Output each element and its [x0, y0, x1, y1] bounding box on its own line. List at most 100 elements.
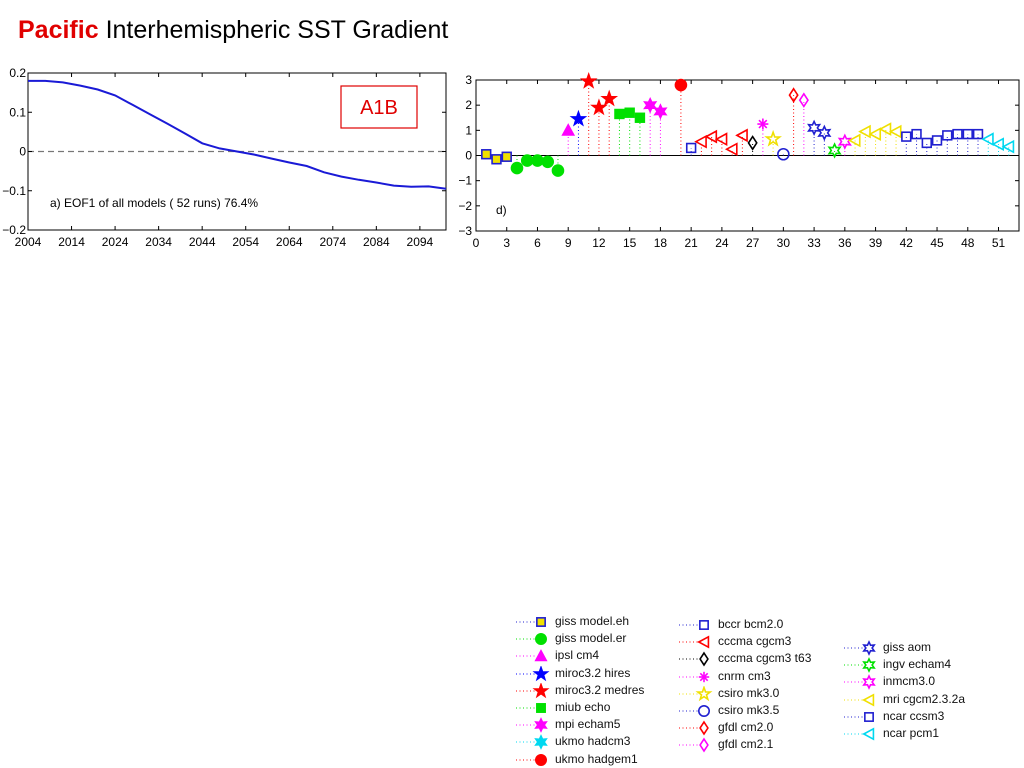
legend-label: cccma cgcm3 t63: [718, 651, 812, 666]
data-point: [868, 127, 882, 141]
data-point: [685, 142, 697, 154]
legend-marker: [536, 617, 546, 627]
panel-a-annotation: a) EOF1 of all models ( 52 runs) 76.4%: [50, 196, 258, 210]
y-tick-label: 0.2: [9, 66, 26, 80]
x-tick-label: 2024: [102, 235, 129, 249]
y-tick-label: 0: [19, 145, 26, 159]
y-tick-label: −3: [458, 224, 472, 238]
y-tick-label: 1: [465, 123, 472, 137]
x-tick-label: 2044: [189, 235, 216, 249]
data-point: [837, 133, 852, 150]
x-tick-label: 51: [992, 236, 1006, 250]
data-point: [491, 154, 502, 165]
x-tick-label: 9: [565, 236, 572, 250]
data-point: [590, 98, 608, 116]
legend-swatch: [679, 651, 709, 667]
data-point: [569, 109, 588, 127]
legend-label: ipsl cm4: [555, 648, 600, 663]
legend-label: miroc3.2 hires: [555, 665, 631, 680]
data-point: [878, 122, 892, 136]
legend-swatch: [844, 727, 875, 741]
data-point: [942, 130, 953, 141]
legend-marker: [699, 620, 709, 630]
data-point: [991, 137, 1004, 152]
legend-marker: [534, 649, 548, 662]
data-point: [962, 128, 973, 140]
data-point: [694, 134, 707, 149]
x-tick-label: 2034: [145, 235, 172, 249]
legend-label: ingv echam4: [883, 657, 952, 672]
scenario-box: [340, 85, 418, 129]
legend-label: gfdl cm2.0: [718, 720, 774, 735]
data-point: [714, 132, 728, 146]
legend-swatch: [516, 702, 546, 713]
model-scatter-chart: 0 3 6 9 12 15 18 21 24 27 30 33 36 39 42 45 48 51−3−2−101…: [340, 71, 1020, 250]
data-point: [921, 137, 932, 149]
legend-marker: [698, 671, 710, 682]
x-tick-label: 42: [900, 236, 914, 250]
x-tick-label: 21: [684, 236, 698, 250]
legend-label: csiro mk3.0: [718, 685, 780, 700]
x-tick-label: 18: [654, 236, 668, 250]
legend-marker: [699, 720, 709, 736]
legend-label: giss aom: [883, 640, 932, 654]
data-point: [624, 107, 635, 118]
y-tick-label: −2: [458, 199, 472, 213]
data-point: [579, 71, 598, 89]
legend-marker: [862, 640, 876, 656]
x-tick-label: 36: [838, 236, 852, 250]
legend-swatch: [516, 633, 547, 646]
legend-label: miub echo: [555, 699, 611, 714]
legend-label: cccma cgcm3: [718, 634, 792, 649]
data-point: [600, 89, 619, 107]
data-point: [510, 161, 524, 175]
data-point: [764, 129, 782, 147]
x-tick-label: 39: [869, 236, 883, 250]
data-point: [798, 92, 809, 108]
legend-marker: [536, 702, 546, 713]
y-tick-label: −0.1: [2, 184, 26, 198]
data-point: [931, 135, 943, 146]
legend-label: cnrm cm3: [718, 668, 771, 683]
legend-label: miroc3.2 medres: [555, 682, 645, 697]
legend-label: gfdl cm2.1: [718, 737, 774, 752]
x-tick-label: 6: [534, 236, 541, 250]
legend-marker-stroke: [699, 672, 709, 681]
legend-swatch: [516, 682, 550, 698]
x-tick-label: 0: [473, 236, 480, 250]
legend-swatch: [679, 620, 709, 630]
legend-label: ukmo hadcm3: [555, 734, 631, 749]
x-tick-label: 27: [746, 236, 760, 250]
data-point: [735, 128, 748, 143]
x-tick-label: 2014: [58, 235, 85, 249]
data-point-stroke: [758, 119, 768, 129]
data-point: [972, 128, 984, 140]
legend-swatch: [516, 665, 550, 681]
data-point: [981, 132, 994, 146]
data-point: [531, 154, 544, 167]
x-tick-label: 24: [715, 236, 729, 250]
legend-label: inmcm3.0: [883, 674, 936, 689]
legend-marker: [862, 727, 875, 741]
data-point: [847, 133, 861, 148]
legend-marker: [697, 704, 710, 717]
legend-label: bccr bcm2.0: [718, 617, 784, 631]
y-tick-label: 3: [465, 73, 472, 87]
scenario-label: A1B: [360, 97, 398, 119]
legend-swatch: [679, 737, 709, 753]
data-point: [481, 149, 492, 160]
legend-marker: [534, 633, 547, 646]
data-point: [501, 151, 512, 162]
x-tick-label: 48: [961, 236, 975, 250]
legend-swatch: [679, 704, 710, 717]
panel-d-annotation: d): [496, 203, 507, 217]
data-point: [817, 124, 832, 142]
legend-marker: [864, 711, 874, 722]
legend-label: ncar ccsm3: [883, 708, 945, 723]
legend-marker: [695, 685, 713, 701]
legend-swatch: [516, 617, 546, 627]
data-point: [901, 131, 912, 142]
legend-marker: [534, 753, 547, 766]
legend-swatch: [844, 657, 876, 674]
